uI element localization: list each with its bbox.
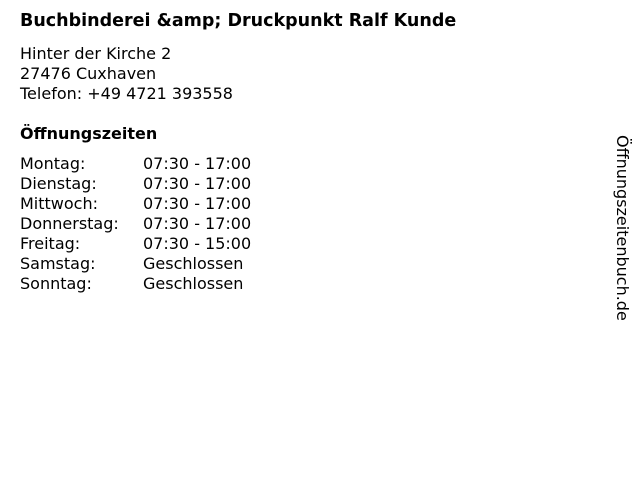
time: 07:30 - 17:00 — [143, 214, 252, 233]
day: Montag: — [20, 154, 86, 173]
business-name: Buchbinderei &amp; Druckpunkt Ralf Kunde — [20, 11, 457, 31]
time: 07:30 - 17:00 — [143, 174, 252, 193]
time: 07:30 - 15:00 — [143, 234, 252, 253]
hours-row: Donnerstag: 07:30 - 17:00 — [20, 214, 251, 234]
time: 07:30 - 17:00 — [143, 154, 252, 173]
day: Dienstag: — [20, 174, 97, 193]
time: 07:30 - 17:00 — [143, 194, 252, 213]
hours-row: Mittwoch: 07:30 - 17:00 — [20, 194, 251, 214]
hours-row: Freitag: 07:30 - 15:00 — [20, 234, 251, 254]
day: Samstag: — [20, 254, 96, 273]
hours-heading: Öffnungszeiten — [20, 124, 158, 143]
watermark: Öffnungszeitenbuch.de — [613, 135, 632, 321]
hours-row: Samstag: Geschlossen — [20, 254, 251, 274]
time: Geschlossen — [143, 274, 244, 293]
city: 27476 Cuxhaven — [20, 64, 157, 83]
street: Hinter der Kirche 2 — [20, 44, 172, 63]
hours-row: Dienstag: 07:30 - 17:00 — [20, 174, 251, 194]
day: Sonntag: — [20, 274, 92, 293]
day: Freitag: — [20, 234, 81, 253]
day: Donnerstag: — [20, 214, 119, 233]
hours-row: Sonntag: Geschlossen — [20, 274, 251, 294]
hours-table: Montag: 07:30 - 17:00 Dienstag: 07:30 - 17… — [20, 154, 251, 294]
time: Geschlossen — [143, 254, 244, 273]
phone: Telefon: +49 4721 393558 — [20, 84, 233, 103]
address-block: Hinter der Kirche 2 27476 Cuxhaven Telef… — [20, 44, 233, 104]
day: Mittwoch: — [20, 194, 98, 213]
hours-row: Montag: 07:30 - 17:00 — [20, 154, 251, 174]
